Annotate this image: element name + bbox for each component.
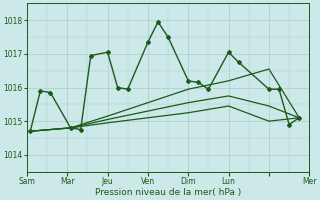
X-axis label: Pression niveau de la mer( hPa ): Pression niveau de la mer( hPa ) xyxy=(95,188,241,197)
